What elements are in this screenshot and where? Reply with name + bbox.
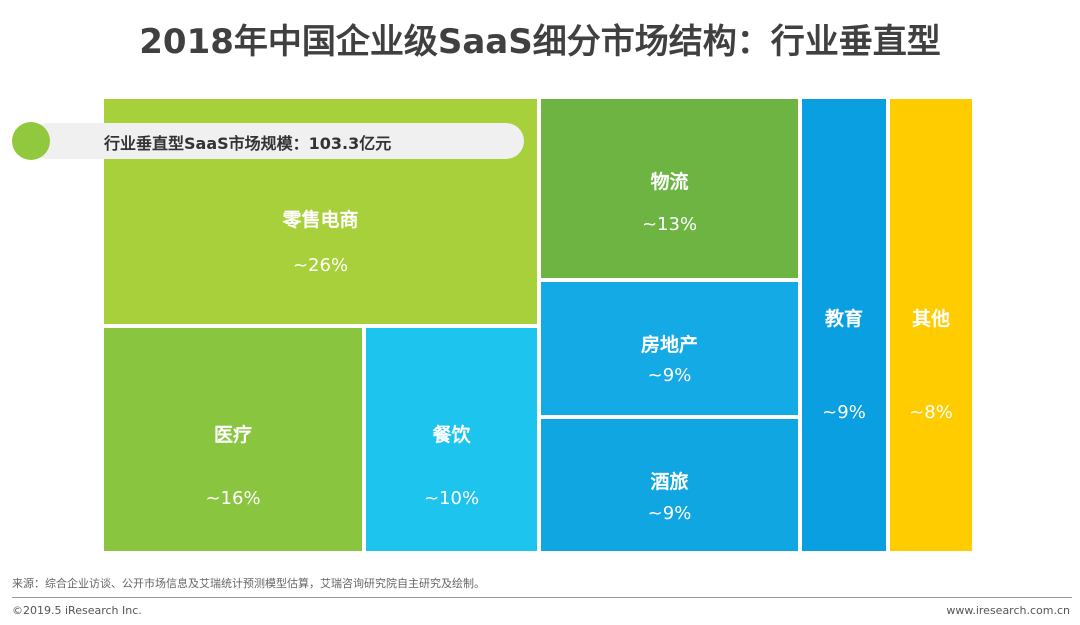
market-size-banner: 行业垂直型SaaS市场规模：103.3亿元 [12,121,524,161]
treemap-cell-label: 餐饮 [432,424,471,446]
page-title: 2018年中国企业级SaaS细分市场结构：行业垂直型 [139,22,941,62]
treemap-cell-education: 教育 ~9% [800,97,888,553]
banner-bar [30,123,524,159]
market-size-label: 行业垂直型SaaS市场规模：103.3亿元 [104,134,392,153]
copyright: ©2019.5 iResearch Inc. [12,604,142,617]
treemap-cell-label: 物流 [650,171,689,193]
treemap-cell-label: 酒旅 [650,471,689,493]
treemap-cell-value: ~9% [822,402,866,423]
treemap-cell-value: ~9% [647,503,692,524]
footer-divider [12,597,1072,598]
treemap-cell-label: 零售电商 [282,209,359,231]
banner-dot-icon [12,122,50,160]
treemap-cell-label: 教育 [824,308,863,330]
treemap-cell-hotel: 酒旅 ~9% [539,417,800,553]
treemap-cell-value: ~26% [292,255,349,276]
treemap-cell-label: 房地产 [640,334,698,356]
treemap-cell-value: ~16% [205,488,261,509]
treemap-cell-logistics: 物流 ~13% [539,97,800,280]
treemap-cell-other: 其他 ~8% [888,97,974,553]
treemap-cell-medical: 医疗 ~16% [102,326,364,553]
treemap-cell-value: ~9% [647,365,692,386]
treemap-cell-catering: 餐饮 ~10% [364,326,539,553]
treemap-cell-realestate: 房地产 ~9% [539,280,800,417]
treemap-cell-value: ~13% [641,214,698,235]
treemap-cell-value: ~10% [423,488,480,509]
treemap-cell-value: ~8% [909,402,953,423]
treemap-cell-label: 医疗 [213,424,252,446]
source-note: 来源：综合企业访谈、公开市场信息及艾瑞统计预测模型估算，艾瑞咨询研究院自主研究及… [12,577,485,590]
treemap-cell-label: 其他 [911,308,950,330]
website-link: www.iresearch.com.cn [946,604,1070,617]
